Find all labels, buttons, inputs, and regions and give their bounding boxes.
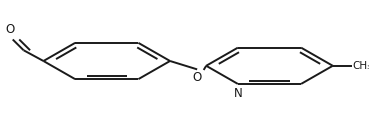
Text: O: O (193, 71, 202, 84)
Text: N: N (234, 87, 242, 100)
Text: CH₃: CH₃ (353, 61, 369, 71)
Text: O: O (5, 24, 14, 36)
